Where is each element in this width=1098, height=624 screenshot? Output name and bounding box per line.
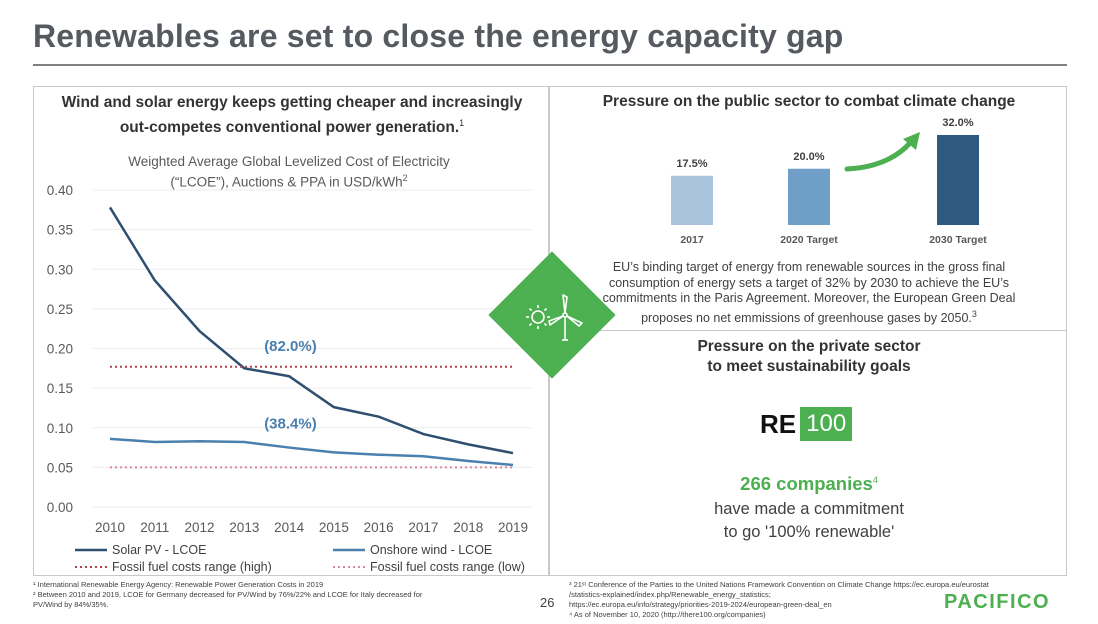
re100-logo-100: 100 <box>800 407 853 441</box>
y-tick-label: 0.40 <box>47 183 73 198</box>
footnote-1: ¹ International Renewable Energy Agency:… <box>33 580 324 589</box>
y-tick-label: 0.05 <box>47 460 73 475</box>
companies-footnote-ref: 4 <box>872 474 878 485</box>
chart-subtitle: Weighted Average Global Levelized Cost o… <box>94 153 484 191</box>
eu-text-line-1: EU’s binding target of energy from renew… <box>612 260 1006 274</box>
heading-line-1: Wind and solar energy keeps getting chea… <box>61 94 523 111</box>
legend-label: Fossil fuel costs range (high) <box>112 560 272 574</box>
eu-target-description: EU’s binding target of energy from renew… <box>580 260 1038 326</box>
footnote-2-cont: PV/Wind by 84%/35%. <box>33 600 109 609</box>
commitment-line-1: have made a commitment <box>714 500 904 518</box>
reduction-annotation-0: (82.0%) <box>264 338 317 355</box>
pacifico-logo: PACIFICO <box>944 591 1051 613</box>
x-tick-label: 2014 <box>274 520 305 535</box>
bar-value-label: 17.5% <box>676 158 707 170</box>
y-tick-label: 0.30 <box>47 262 73 277</box>
footnote-2: ² Between 2010 and 2019, LCOE for German… <box>33 590 423 599</box>
eu-text-line-3: commitments in the Paris Agreement. More… <box>602 291 1016 305</box>
private-heading-line-2: to meet sustainability goals <box>707 358 911 375</box>
eu-text-line-4: proposes no net emmissions of greenhouse… <box>641 310 972 325</box>
public-sector-heading: Pressure on the public sector to combat … <box>602 93 1016 110</box>
bar-2 <box>937 135 979 225</box>
re100-logo-re: RE <box>760 408 797 439</box>
companies-count-text: 266 companies <box>740 473 873 494</box>
footnotes-left: ¹ International Renewable Energy Agency:… <box>33 580 503 610</box>
chart-subtitle-footnote-ref: 2 <box>402 173 408 183</box>
lcoe-panel: Wind and solar energy keeps getting chea… <box>33 86 549 576</box>
y-tick-label: 0.15 <box>47 381 73 396</box>
x-tick-label: 2016 <box>364 520 394 535</box>
private-sector-panel: Pressure on the private sector to meet s… <box>549 331 1067 576</box>
footnote-4: ⁴ As of November 10, 2020 (http://there1… <box>569 610 766 619</box>
private-heading-line-1: Pressure on the private sector <box>697 338 921 355</box>
title-divider <box>33 64 1067 66</box>
y-tick-label: 0.10 <box>47 421 73 436</box>
sun-icon <box>526 305 550 329</box>
heading-line-2: out-competes conventional power generati… <box>119 119 460 137</box>
footnote-3-cont-2: https://ec.europa.eu/info/strategy/prior… <box>569 600 832 609</box>
bar-0 <box>671 175 713 225</box>
bar-category-label: 2020 Target <box>780 234 838 246</box>
bar-value-label: 20.0% <box>793 151 824 163</box>
x-tick-label: 2013 <box>229 520 259 535</box>
bar-category-label: 2017 <box>680 234 704 246</box>
page-number: 26 <box>540 595 555 610</box>
footnote-3-cont-1: /statistics-explained/index.php/Renewabl… <box>569 590 771 599</box>
lcoe-line-chart: 0.40 0.35 0.30 0.25 0.20 0.15 0.10 0.05 0.00 2010… <box>47 183 533 574</box>
public-sector-panel: Pressure on the public sector to combat … <box>549 86 1067 331</box>
x-tick-label: 2019 <box>498 520 528 535</box>
private-sector-heading: Pressure on the private sector to meet s… <box>550 337 1068 377</box>
y-tick-label: 0.35 <box>47 223 73 238</box>
legend-label: Fossil fuel costs range (low) <box>370 560 525 574</box>
commitment-line-2: to go '100% renewable' <box>723 523 895 541</box>
heading-footnote-ref: 1 <box>459 118 465 128</box>
chart-subtitle-line-1: Weighted Average Global Levelized Cost o… <box>128 154 450 169</box>
x-tick-label: 2015 <box>319 520 349 535</box>
chart-subtitle-line-2: (“LCOE”), Auctions & PPA in USD/kWh <box>170 174 403 190</box>
eu-text-line-2: consumption of energy sets a target of 3… <box>608 275 1009 290</box>
y-tick-label: 0.20 <box>47 342 73 357</box>
series-line-1 <box>109 437 514 467</box>
diamond-icon-group <box>526 294 583 341</box>
wind-turbine-icon <box>548 294 583 341</box>
footnotes-right: ³ 21ˢᵗ Conference of the Parties to the … <box>569 580 1069 620</box>
eu-target-bar-chart: 17.5% 2017 20.0% 2020 Target 32.0% 2030 Targe… <box>671 117 987 246</box>
slide-title: Renewables are set to close the energy c… <box>33 18 844 54</box>
legend-label: Solar PV - LCOE <box>112 543 206 557</box>
x-tick-label: 2017 <box>408 520 438 535</box>
bar-1 <box>788 168 830 225</box>
y-tick-label: 0.00 <box>47 500 73 515</box>
commitment-text: have made a commitment to go '100% renew… <box>550 498 1068 544</box>
x-tick-label: 2011 <box>140 520 169 535</box>
y-tick-label: 0.25 <box>47 302 73 317</box>
reduction-annotation-1: (38.4%) <box>264 416 317 433</box>
eu-text-footnote-ref: 3 <box>971 308 977 319</box>
footnote-3: ³ 21ˢᵗ Conference of the Parties to the … <box>569 580 989 589</box>
lcoe-panel-heading: Wind and solar energy keeps getting chea… <box>34 93 550 138</box>
series-line-0 <box>108 206 514 455</box>
x-tick-label: 2012 <box>185 520 215 535</box>
bar-value-label: 32.0% <box>942 117 973 129</box>
companies-count: 266 companies4 <box>550 473 1068 495</box>
x-tick-label: 2010 <box>95 520 125 535</box>
legend-label: Onshore wind - LCOE <box>370 543 492 557</box>
re100-logo: RE 100 <box>760 407 853 441</box>
x-tick-label: 2018 <box>453 520 483 535</box>
bar-category-label: 2030 Target <box>929 234 987 246</box>
growth-arrow-icon <box>844 132 920 172</box>
